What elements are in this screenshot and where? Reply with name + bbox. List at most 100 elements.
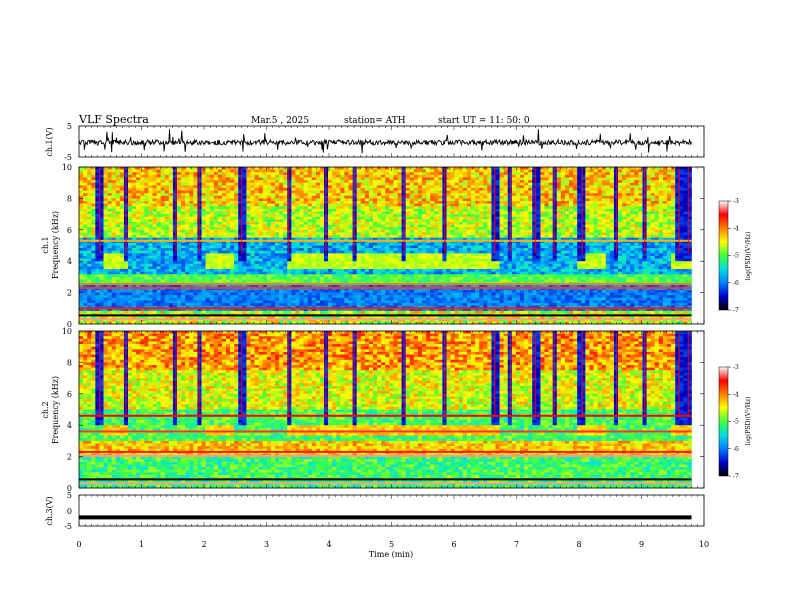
spectrogram-cell: [593, 214, 598, 218]
spectrogram-cell: [348, 201, 353, 204]
spectrogram-cell: [234, 169, 239, 173]
spectrogram-cell: [258, 167, 264, 170]
spectrogram-cell: [430, 182, 435, 186]
spectrogram-cell: [577, 221, 582, 225]
spectrogram-cell: [658, 216, 664, 220]
spectrogram-cell: [524, 203, 529, 207]
spectrogram-cell: [434, 182, 439, 186]
spectrogram-cell: [270, 182, 276, 186]
spectrogram-cell: [373, 187, 378, 191]
spectrogram-cell: [332, 169, 337, 173]
spectrogram-cell: [585, 245, 590, 249]
spectrogram-cell: [148, 248, 153, 252]
spectrogram-cell: [475, 177, 480, 181]
spectrogram-cell: [434, 206, 439, 210]
spectrogram-cell: [185, 172, 190, 176]
spectrogram-cell: [405, 195, 411, 199]
spectrogram-cell: [618, 242, 623, 246]
spectrogram-cell: [495, 227, 500, 231]
spectrogram-cell: [683, 195, 688, 199]
spectrogram-cell: [319, 195, 325, 199]
spectrogram-cell: [658, 219, 664, 223]
spectrogram-cell: [148, 221, 153, 225]
spectrogram-cell: [483, 216, 488, 220]
spectrogram-cell: [483, 190, 488, 194]
spectrogram-cell: [495, 237, 500, 241]
spectrogram-cell: [336, 169, 341, 173]
spectrogram-cell: [548, 193, 553, 197]
spectrogram-cell: [99, 177, 104, 181]
spectrogram-cell: [548, 224, 553, 228]
spectrogram-cell: [409, 201, 415, 204]
spectrogram-cell: [356, 232, 362, 236]
spectrogram-cell: [128, 177, 133, 181]
spectrogram-cell: [291, 195, 296, 199]
spectrogram-cell: [373, 169, 378, 173]
spectrogram-cell: [430, 232, 435, 236]
spectrogram-cell: [250, 185, 255, 189]
spectrogram-cell: [128, 211, 133, 215]
spectrogram-cell: [107, 203, 112, 207]
spectrogram-cell: [307, 227, 313, 231]
spectrogram-cell: [552, 174, 558, 178]
spectrogram-cell: [422, 180, 427, 183]
spectrogram-cell: [593, 206, 598, 210]
spectrogram-cell: [499, 198, 504, 202]
spectrogram-cell: [221, 224, 227, 228]
spectrogram-cell: [671, 232, 676, 236]
spectrogram-cell: [495, 190, 500, 194]
spectrogram-cell: [364, 250, 370, 254]
spectrogram-cell: [564, 221, 570, 225]
spectrogram-cell: [487, 245, 492, 249]
spectrogram-cell: [667, 224, 672, 228]
spectrogram-cell: [548, 242, 553, 246]
spectrogram-cell: [344, 229, 349, 233]
spectrogram-cell: [340, 177, 345, 181]
spectrogram-cell: [405, 167, 411, 170]
spectrogram-cell: [283, 235, 288, 238]
spectrogram-cell: [270, 224, 276, 228]
spectrogram-cell: [520, 174, 525, 178]
spectrogram-cell: [209, 177, 215, 181]
spectrogram-cell: [683, 237, 688, 241]
spectrogram-cell: [679, 224, 684, 228]
spectrogram-cell: [630, 211, 635, 215]
spectrogram-cell: [275, 227, 280, 231]
spectrogram-cell: [671, 206, 676, 210]
spectrogram-cell: [499, 227, 504, 231]
spectrogram-cell: [201, 208, 206, 212]
spectrogram-cell: [270, 214, 276, 218]
spectrogram-cell: [532, 187, 537, 191]
spectrogram-cell: [246, 187, 251, 191]
spectrogram-cell: [319, 229, 325, 233]
spectrogram-cell: [675, 248, 680, 252]
spectrogram-cell: [83, 198, 88, 202]
spectrogram-cell: [626, 232, 631, 236]
spectrogram-cell: [654, 167, 660, 170]
spectrogram-cell: [438, 195, 443, 199]
spectrogram-cell: [164, 193, 170, 197]
spectrogram-cell: [360, 195, 366, 199]
spectrogram-cell: [446, 242, 451, 246]
spectrogram-cell: [520, 182, 525, 186]
spectrogram-cell: [422, 232, 427, 236]
spectrogram-cell: [622, 190, 627, 194]
spectrogram-cell: [381, 187, 386, 191]
spectrogram-cell: [119, 169, 125, 173]
spectrogram-cell: [136, 219, 141, 223]
spectrogram-cell: [262, 185, 268, 189]
spectrogram-cell: [156, 195, 161, 199]
spectrogram-cell: [646, 229, 651, 233]
spectrogram-cell: [511, 248, 517, 252]
spectrogram-cell: [471, 206, 476, 210]
spectrogram-cell: [532, 242, 537, 246]
spectrogram-cell: [177, 232, 182, 236]
spectrogram-cell: [258, 216, 264, 220]
spectrogram-cell: [577, 219, 582, 223]
spectrogram-cell: [622, 221, 627, 225]
spectrogram-cell: [144, 169, 149, 173]
spectrogram-cell: [532, 198, 537, 202]
spectrogram-cell: [221, 177, 227, 181]
spectrogram-cell: [556, 237, 562, 241]
spectrogram-cell: [254, 187, 259, 191]
